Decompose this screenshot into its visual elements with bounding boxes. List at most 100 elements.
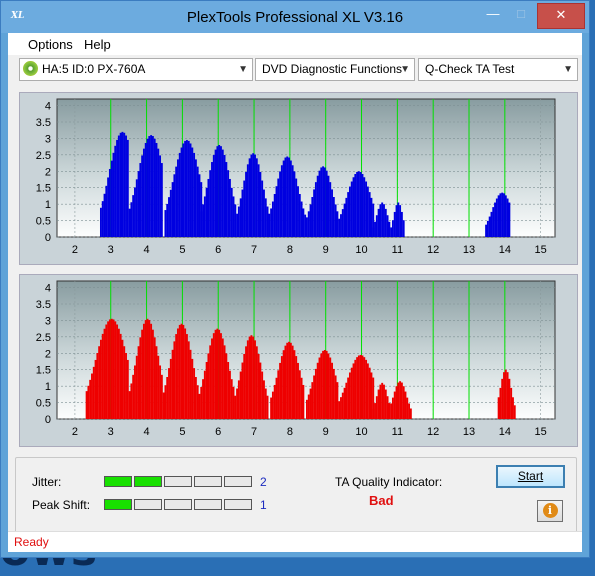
data-bar: [148, 320, 151, 419]
data-bar: [189, 143, 192, 237]
data-bar: [499, 387, 502, 419]
data-bar: [194, 159, 197, 237]
x-tick-label: 7: [251, 244, 257, 256]
data-bar: [110, 160, 113, 237]
data-bar: [126, 139, 129, 237]
data-bar: [101, 201, 104, 237]
ta-quality-label: TA Quality Indicator:: [335, 475, 443, 489]
data-bar: [105, 324, 108, 419]
data-bar: [488, 216, 491, 237]
data-bar: [135, 355, 138, 419]
data-bar: [121, 131, 124, 237]
data-bar: [202, 379, 205, 419]
data-bar: [96, 353, 99, 419]
data-bar: [397, 382, 400, 419]
drive-select-value: HA:5 ID:0 PX-760A: [42, 62, 146, 76]
data-bar: [289, 160, 292, 237]
data-bar: [101, 333, 104, 419]
chevron-down-icon: ▼: [400, 64, 410, 75]
x-tick-label: 13: [463, 244, 475, 256]
data-bar: [132, 195, 135, 237]
x-tick-label: 3: [108, 244, 114, 256]
data-bar: [361, 174, 364, 237]
data-bar: [343, 387, 346, 419]
data-bar: [89, 379, 92, 419]
data-bar: [341, 392, 344, 419]
title-bar[interactable]: XL PlexTools Professional XL V3.16 — □ ✕: [1, 1, 589, 33]
data-bar: [123, 132, 126, 237]
data-bar: [340, 214, 342, 237]
data-bar: [137, 346, 140, 419]
data-bar: [309, 204, 312, 237]
data-bar: [279, 171, 282, 237]
data-bar: [220, 146, 222, 237]
meter-segment: [164, 476, 192, 487]
menu-options[interactable]: Options: [28, 37, 73, 52]
data-bar: [377, 389, 380, 419]
data-bar: [289, 342, 292, 419]
data-bar: [350, 181, 353, 237]
data-bar: [216, 146, 219, 237]
meter-segment: [104, 499, 132, 510]
menu-help[interactable]: Help: [84, 37, 111, 52]
data-bar: [107, 321, 110, 419]
data-bar: [200, 182, 203, 237]
data-bar: [150, 135, 153, 237]
lower-chart: 4 3.5 3 2.5 2 1.5 1 0.5 0 2 3 4 5 6 7 8 9 10 11 12 13 14 15: [36, 280, 556, 438]
data-bar: [234, 204, 237, 237]
data-bar: [297, 186, 299, 237]
info-button[interactable]: i: [537, 500, 563, 522]
test-select[interactable]: Q-Check TA Test ▼: [418, 58, 578, 81]
data-bar: [137, 171, 140, 237]
data-bar: [144, 320, 147, 419]
data-bar: [390, 227, 393, 237]
data-bar: [490, 211, 493, 237]
x-tick-label: 2: [72, 244, 78, 256]
data-bar: [391, 220, 394, 237]
data-bar: [212, 155, 215, 237]
data-bar: [307, 394, 310, 419]
data-bar: [363, 177, 366, 237]
status-bar: Ready: [8, 531, 582, 552]
data-bar: [171, 182, 174, 237]
data-bar: [180, 147, 183, 237]
data-bar: [406, 397, 409, 419]
data-bar: [345, 382, 348, 419]
data-bar: [323, 167, 326, 237]
data-bar: [144, 142, 147, 237]
data-bar: [383, 384, 385, 419]
data-bar: [155, 142, 158, 237]
data-bar: [121, 339, 124, 419]
data-bar: [125, 353, 127, 419]
drive-select[interactable]: HA:5 ID:0 PX-760A ▼: [19, 58, 253, 81]
data-bar: [501, 378, 504, 419]
data-bar: [227, 362, 230, 419]
data-bar: [220, 333, 222, 419]
minimize-button[interactable]: —: [479, 3, 507, 27]
data-bar: [189, 349, 192, 419]
data-bar: [225, 162, 228, 237]
start-button[interactable]: Start: [496, 465, 565, 488]
y-tick-label: 1: [45, 199, 51, 211]
close-button[interactable]: ✕: [537, 3, 585, 29]
data-bar: [280, 165, 283, 237]
maximize-button[interactable]: □: [507, 3, 535, 27]
upper-graph-panel: 4 3.5 3 2.5 2 1.5 1 0.5 0 2 3 4 5 6 7 8 9 10 11 12 13 14 15: [19, 92, 578, 265]
data-bar: [166, 203, 169, 237]
data-bar: [504, 195, 507, 237]
data-bar: [234, 395, 237, 419]
data-bar: [173, 174, 176, 237]
x-tick-label: 3: [108, 426, 114, 438]
x-tick-label: 8: [287, 426, 293, 438]
data-bar: [243, 180, 246, 237]
data-bar: [291, 165, 294, 237]
data-bar: [200, 386, 203, 419]
data-bar: [223, 155, 226, 237]
data-bar: [203, 196, 206, 237]
y-tick-label: 1.5: [36, 365, 51, 377]
data-bar: [230, 379, 233, 419]
function-select[interactable]: DVD Diagnostic Functions ▼: [255, 58, 415, 81]
data-bar: [304, 214, 307, 237]
data-bar: [377, 208, 380, 237]
data-bar: [205, 362, 208, 419]
